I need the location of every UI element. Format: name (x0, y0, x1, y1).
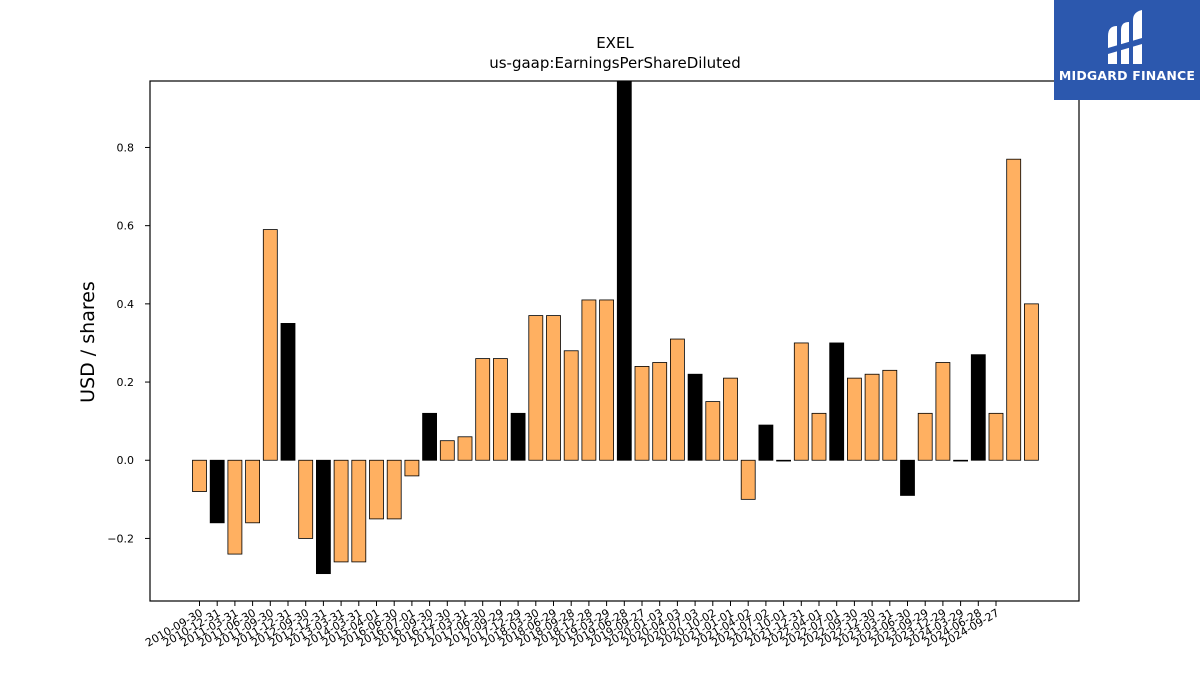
bar (970, 354, 986, 461)
y-ticks-group: −0.2 0.0 0.2 0.4 0.6 0.8 (107, 141, 150, 545)
bar (1006, 158, 1022, 461)
bar (1024, 303, 1039, 461)
y-tick-label: 0.6 (117, 220, 135, 233)
bar (245, 459, 261, 524)
bar (262, 229, 278, 461)
chart-subtitle: us-gaap:EarningsPerShareDiluted (489, 54, 741, 72)
bar (900, 459, 915, 496)
y-tick-label: 0.2 (117, 376, 135, 389)
chart-title: EXEL (596, 34, 634, 52)
bar (776, 459, 791, 462)
plot-frame (149, 80, 1080, 602)
bar (847, 377, 862, 461)
bar (864, 373, 880, 461)
bar (705, 401, 721, 461)
bar (298, 459, 314, 539)
bar (475, 358, 491, 461)
bar (740, 459, 756, 500)
bar (439, 440, 455, 461)
bar (404, 459, 420, 477)
bar (280, 323, 296, 461)
bar (369, 459, 384, 520)
bar (510, 412, 526, 461)
bar (209, 459, 225, 524)
bar (829, 342, 845, 461)
bar (687, 373, 703, 461)
midgard-logo-icon (1108, 10, 1142, 64)
bar (581, 299, 597, 461)
bar (793, 342, 809, 461)
y-tick-label: 0.4 (117, 298, 135, 311)
bar (227, 459, 243, 555)
brand-name: MIDGARD FINANCE (1058, 68, 1196, 83)
y-tick-label: −0.2 (107, 532, 134, 545)
x-ticks-group: 2010-09-302010-12-312011-03-312011-06-30… (143, 601, 1002, 650)
bars-group (192, 80, 1039, 575)
bar (351, 459, 367, 563)
bar (953, 459, 968, 462)
bar (758, 424, 774, 461)
y-tick-label: 0.0 (117, 454, 135, 467)
bar (811, 412, 827, 461)
bar (492, 358, 508, 461)
bar (315, 459, 331, 575)
bar (386, 459, 402, 520)
bar (422, 412, 438, 461)
bar (528, 315, 544, 461)
bar (616, 80, 632, 461)
y-axis-label: USD / shares (77, 281, 99, 403)
bar (192, 459, 207, 492)
bar (546, 315, 561, 461)
bar (723, 377, 738, 461)
bar (333, 459, 349, 563)
bar (882, 369, 898, 461)
bar (935, 362, 951, 461)
bar (599, 299, 614, 461)
y-tick-label: 0.8 (117, 141, 135, 154)
bar (457, 436, 473, 461)
bar (652, 362, 668, 461)
bar (563, 350, 579, 461)
bar (670, 338, 685, 461)
bar (917, 412, 933, 461)
bar (634, 366, 650, 461)
bar (988, 412, 1004, 461)
brand-logo: MIDGARD FINANCE (1054, 0, 1200, 100)
